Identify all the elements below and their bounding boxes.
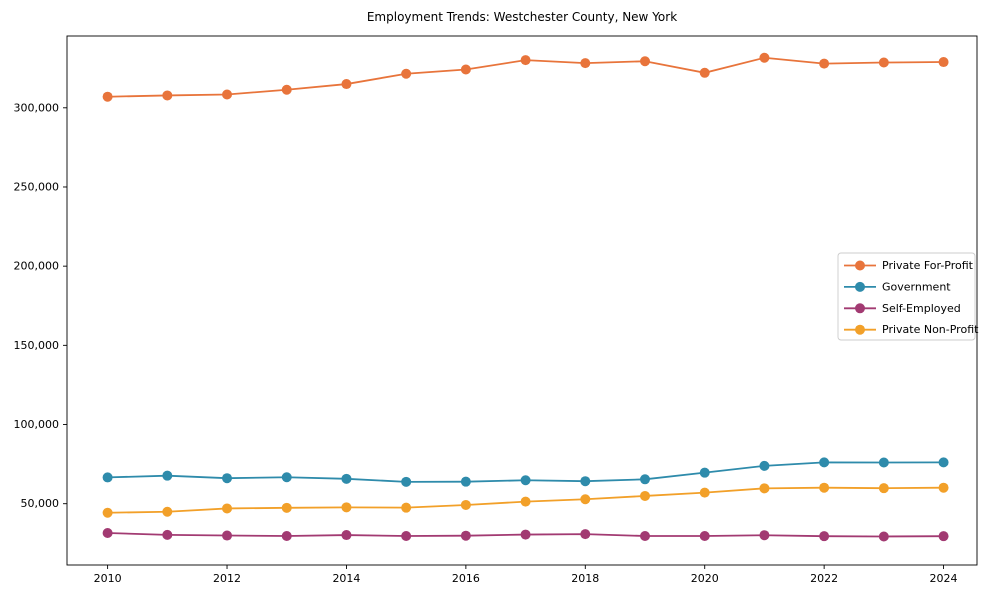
x-tick-label: 2010 bbox=[94, 572, 122, 585]
x-tick-label: 2018 bbox=[571, 572, 599, 585]
data-point-government bbox=[222, 473, 233, 484]
data-point-private-non-profit bbox=[878, 483, 889, 494]
data-point-self-employed bbox=[580, 529, 591, 540]
data-point-self-employed bbox=[819, 531, 830, 542]
data-point-government bbox=[401, 476, 412, 487]
x-tick-label: 2012 bbox=[213, 572, 241, 585]
data-point-private-for-profit bbox=[341, 79, 352, 90]
data-point-self-employed bbox=[699, 531, 710, 542]
data-point-self-employed bbox=[640, 531, 651, 542]
x-tick-label: 2020 bbox=[691, 572, 719, 585]
legend-label: Government bbox=[882, 280, 951, 293]
x-tick-label: 2014 bbox=[332, 572, 360, 585]
data-point-private-for-profit bbox=[640, 56, 651, 67]
data-point-private-for-profit bbox=[938, 57, 949, 68]
data-point-private-non-profit bbox=[401, 502, 412, 513]
data-point-private-non-profit bbox=[938, 482, 949, 493]
data-point-government bbox=[162, 470, 173, 481]
legend-marker bbox=[855, 324, 865, 335]
data-point-government bbox=[938, 457, 949, 468]
data-point-government bbox=[580, 476, 591, 487]
data-point-private-for-profit bbox=[878, 57, 889, 68]
data-point-private-for-profit bbox=[162, 90, 173, 101]
x-tick-label: 2022 bbox=[810, 572, 838, 585]
data-point-self-employed bbox=[938, 531, 949, 542]
data-point-self-employed bbox=[520, 529, 531, 540]
legend-label: Private For-Profit bbox=[882, 259, 974, 272]
data-point-private-for-profit bbox=[819, 58, 830, 69]
data-point-private-non-profit bbox=[640, 490, 651, 501]
data-point-private-non-profit bbox=[580, 494, 591, 505]
data-point-private-for-profit bbox=[460, 64, 471, 75]
y-tick-label: 50,000 bbox=[21, 497, 60, 510]
legend-item-private-non-profit: Private Non-Profit bbox=[844, 323, 979, 336]
data-point-self-employed bbox=[281, 531, 292, 542]
data-point-government bbox=[819, 457, 830, 468]
data-point-private-non-profit bbox=[699, 487, 710, 498]
data-point-private-non-profit bbox=[520, 496, 531, 507]
data-point-self-employed bbox=[401, 531, 412, 542]
legend-marker bbox=[855, 281, 865, 292]
data-point-private-for-profit bbox=[222, 89, 233, 100]
data-point-self-employed bbox=[460, 530, 471, 541]
data-point-private-for-profit bbox=[520, 55, 531, 66]
data-point-government bbox=[341, 473, 352, 484]
x-tick-label: 2016 bbox=[452, 572, 480, 585]
data-point-government bbox=[699, 467, 710, 478]
data-point-private-non-profit bbox=[759, 483, 770, 494]
data-point-private-non-profit bbox=[341, 502, 352, 513]
data-point-private-non-profit bbox=[819, 482, 830, 493]
data-point-private-non-profit bbox=[162, 506, 173, 517]
y-tick-label: 200,000 bbox=[14, 260, 60, 273]
data-point-self-employed bbox=[222, 530, 233, 541]
data-point-self-employed bbox=[759, 530, 770, 541]
data-point-government bbox=[759, 460, 770, 471]
data-point-self-employed bbox=[162, 529, 173, 540]
series-private-non-profit bbox=[102, 482, 949, 518]
data-point-self-employed bbox=[341, 530, 352, 541]
data-point-private-for-profit bbox=[281, 84, 292, 95]
x-tick-label: 2024 bbox=[930, 572, 958, 585]
data-point-private-non-profit bbox=[222, 503, 233, 514]
data-point-self-employed bbox=[878, 531, 889, 542]
data-point-self-employed bbox=[102, 527, 113, 538]
legend-box bbox=[837, 252, 976, 341]
data-point-government bbox=[102, 472, 113, 483]
series-self-employed bbox=[102, 527, 949, 542]
y-tick-label: 100,000 bbox=[14, 418, 60, 431]
data-point-private-non-profit bbox=[102, 507, 113, 518]
legend-label: Private Non-Profit bbox=[882, 323, 979, 336]
data-point-government bbox=[281, 472, 292, 483]
legend-marker bbox=[855, 303, 865, 314]
data-point-private-non-profit bbox=[281, 502, 292, 513]
data-point-private-non-profit bbox=[460, 499, 471, 510]
x-axis: 2010 2012 2014 2016 2018 2020 2022 2024 bbox=[94, 565, 958, 585]
y-tick-label: 300,000 bbox=[14, 101, 60, 114]
data-point-government bbox=[878, 457, 889, 468]
legend-marker bbox=[855, 260, 865, 271]
y-tick-label: 250,000 bbox=[14, 180, 60, 193]
data-point-government bbox=[520, 475, 531, 486]
data-point-private-for-profit bbox=[580, 58, 591, 69]
series-private-for-profit bbox=[102, 52, 949, 102]
data-point-government bbox=[460, 476, 471, 487]
data-point-private-for-profit bbox=[102, 91, 113, 102]
legend-item-government: Government bbox=[844, 280, 951, 293]
plot-border bbox=[66, 35, 978, 566]
legend: Private For-Profit Government Self-Employe… bbox=[837, 252, 979, 341]
legend-item-self-employed: Self-Employed bbox=[844, 302, 961, 315]
data-point-private-for-profit bbox=[699, 67, 710, 78]
legend-item-private-for-profit: Private For-Profit bbox=[844, 259, 974, 272]
series-government bbox=[102, 457, 949, 487]
legend-label: Self-Employed bbox=[882, 302, 961, 315]
y-tick-label: 150,000 bbox=[14, 339, 60, 352]
y-axis: 50,000 100,000 150,000 200,000 250,000 300,00… bbox=[14, 101, 67, 510]
data-point-government bbox=[640, 474, 651, 485]
chart-title: Employment Trends: Westchester County, N… bbox=[366, 10, 678, 24]
data-point-private-for-profit bbox=[401, 68, 412, 79]
data-point-private-for-profit bbox=[759, 52, 770, 63]
